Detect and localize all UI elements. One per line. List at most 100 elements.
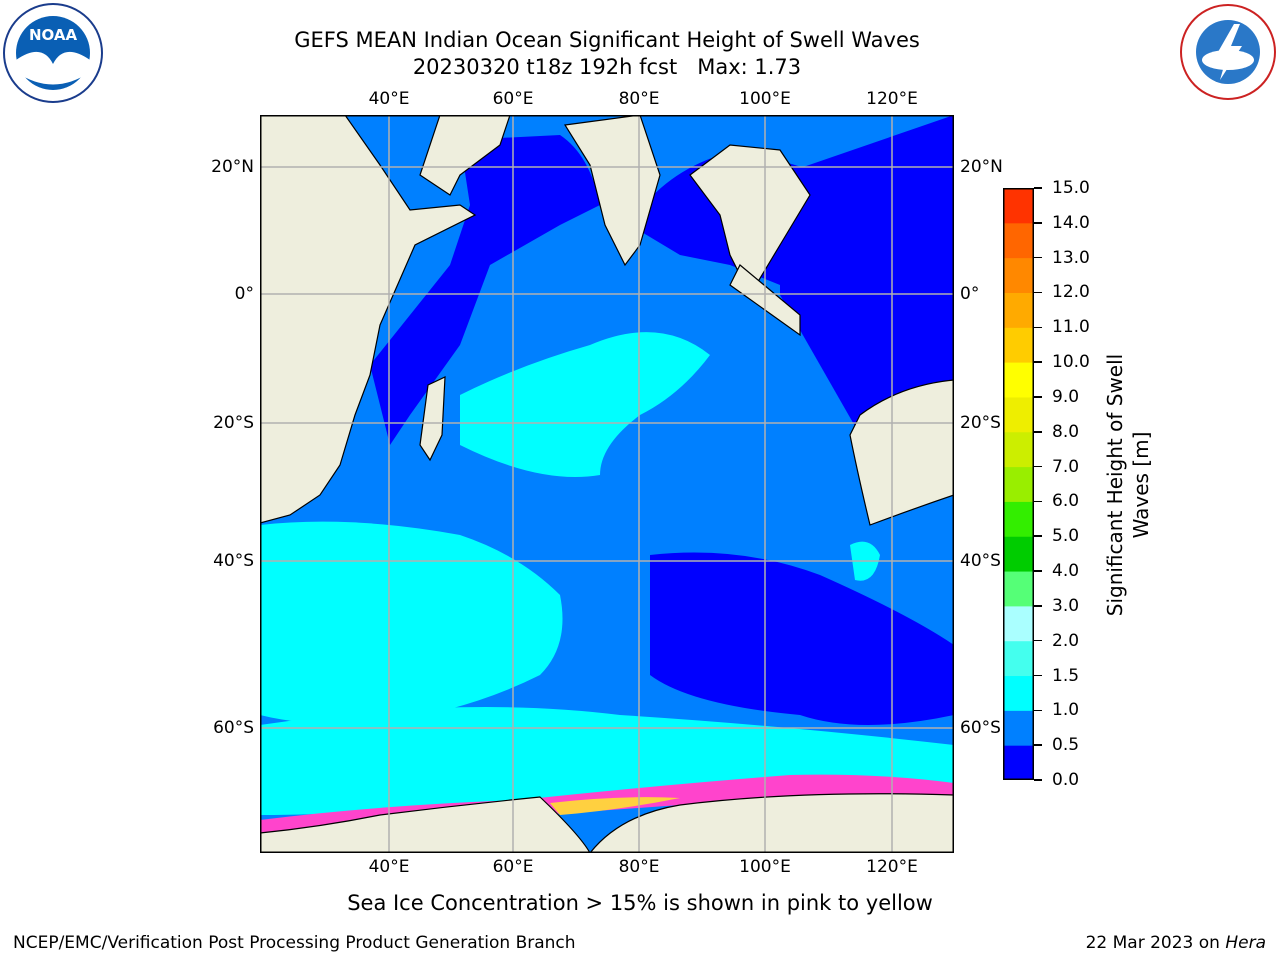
footer-date: 22 Mar 2023 on: [1085, 933, 1226, 953]
lon-tick-bottom: 60°E: [492, 857, 534, 877]
sea-ice-yellow: [550, 797, 680, 815]
lon-tick-top: 100°E: [739, 89, 791, 109]
sea-ice-note: Sea Ice Concentration > 15% is shown in …: [347, 891, 933, 915]
colorbar-tick-mark: [1034, 674, 1042, 677]
lon-tick-top: 120°E: [866, 89, 918, 109]
gridlines: [260, 115, 954, 853]
arabian-sea-dark: [370, 135, 600, 445]
chart-title: GEFS MEAN Indian Ocean Significant Heigh…: [294, 28, 920, 52]
colorbar-tick-label: 2.0: [1052, 630, 1080, 651]
colorbar-tick-label: 12.0: [1052, 282, 1090, 303]
lon-tick-top: 80°E: [618, 89, 660, 109]
colorbar-tick-mark: [1034, 639, 1042, 642]
colorbar-tick-mark: [1034, 535, 1042, 537]
colorbar-tick-mark: [1034, 256, 1042, 259]
colorbar-segment: [1003, 188, 1034, 224]
colorbar-segment: [1003, 501, 1034, 537]
colorbar-tick-label: 9.0: [1052, 386, 1080, 407]
colorbar-tick-label: 1.5: [1052, 665, 1080, 686]
lat-tick-right: 0°: [960, 284, 980, 304]
lat-tick-left: 0°: [234, 284, 254, 304]
colorbar-tick-label: 15.0: [1052, 178, 1090, 198]
colorbar-segment: [1003, 745, 1034, 780]
colorbar-tick-mark: [1034, 431, 1042, 433]
colorbar-tick-mark: [1034, 361, 1042, 363]
lat-tick-right: 60°S: [960, 718, 1001, 738]
lat-tick-left: 40°S: [213, 551, 254, 571]
colorbar-tick-mark: [1034, 744, 1042, 746]
colorbar-tick-mark: [1034, 222, 1042, 224]
lat-tick-right: 20°S: [960, 413, 1001, 433]
lat-tick-right: 20°N: [960, 157, 1003, 177]
lat-tick-left: 20°N: [211, 157, 254, 177]
lat-tick-right: 40°S: [960, 551, 1001, 571]
colorbar-segment: [1003, 710, 1034, 746]
colorbar-tick-mark: [1034, 779, 1042, 781]
colorbar-segment: [1003, 675, 1034, 711]
madagascar-land: [419, 376, 446, 462]
colorbar-tick-mark: [1034, 326, 1042, 329]
footer-host: Hera: [1225, 933, 1266, 953]
colorbar-tick-label: 8.0: [1052, 421, 1080, 442]
lon-tick-top: 60°E: [492, 89, 534, 109]
colorbar-tick-label: 7.0: [1052, 456, 1080, 477]
lon-tick-top: 40°E: [368, 89, 410, 109]
colorbar-segment: [1003, 466, 1034, 502]
central-cyan: [460, 332, 710, 477]
colorbar: [1003, 188, 1034, 780]
arabia-land: [419, 115, 511, 196]
map-border: [260, 115, 954, 853]
colorbar-title-line1: Significant Height of Swell: [1103, 353, 1127, 617]
lat-tick-left: 60°S: [213, 718, 254, 738]
noaa-center-text: NOAA: [29, 26, 78, 44]
chart-subtitle: 20230320 t18z 192h fcst Max: 1.73: [412, 55, 802, 79]
lon-tick-bottom: 80°E: [618, 857, 660, 877]
lon-tick-bottom: 40°E: [368, 857, 410, 877]
colorbar-tick-mark: [1034, 187, 1042, 189]
south-dark-zone: [650, 552, 954, 725]
footer-left: NCEP/EMC/Verification Post Processing Pr…: [13, 933, 576, 953]
colorbar-tick-label: 14.0: [1052, 212, 1090, 233]
colorbar-tick-mark: [1034, 291, 1042, 294]
africa-land: [260, 115, 477, 524]
india-land: [563, 115, 661, 267]
colorbar-segment: [1003, 571, 1034, 607]
swell-height-map: [260, 115, 954, 853]
indonesia-dark: [780, 115, 954, 445]
australia-land: [849, 379, 954, 526]
colorbar-segment: [1003, 396, 1034, 433]
footer-right: 22 Mar 2023 on Hera: [1086, 933, 1266, 953]
lon-tick-bottom: 120°E: [866, 857, 918, 877]
lon-tick-bottom: 100°E: [739, 857, 791, 877]
antarctica-land: [260, 796, 591, 853]
colorbar-segment: [1003, 431, 1034, 468]
colorbar-tick-label: 13.0: [1052, 247, 1090, 268]
colorbar-tick-label: 0.5: [1052, 735, 1080, 756]
antarctica-land-east: [589, 793, 954, 853]
colorbar-tick-mark: [1034, 500, 1042, 503]
colorbar-tick-mark: [1034, 396, 1042, 398]
colorbar-tick-label: 4.0: [1052, 561, 1080, 582]
colorbar-tick-label: 1.0: [1052, 700, 1080, 721]
colorbar-tick-mark: [1034, 709, 1042, 712]
colorbar-tick-label: 10.0: [1052, 352, 1090, 373]
colorbar-title-line2: Waves [m]: [1129, 431, 1153, 539]
noaa-logo: NOAA: [3, 3, 103, 103]
colorbar-segment: [1003, 362, 1034, 398]
southeast-asia-land: [689, 144, 811, 297]
colorbar-segment: [1003, 327, 1034, 363]
colorbar-segment: [1003, 222, 1034, 259]
colorbar-segment: [1003, 605, 1034, 642]
nws-logo: [1180, 4, 1276, 100]
colorbar-border: [1003, 188, 1034, 780]
colorbar-tick-label: 3.0: [1052, 595, 1080, 616]
colorbar-tick-label: 11.0: [1052, 317, 1090, 338]
colorbar-tick-label: 5.0: [1052, 526, 1080, 547]
colorbar-segment: [1003, 536, 1034, 572]
colorbar-tick-mark: [1034, 570, 1042, 572]
colorbar-segment: [1003, 640, 1034, 677]
colorbar-tick-mark: [1034, 605, 1042, 607]
colorbar-tick-mark: [1034, 465, 1042, 468]
lat-tick-left: 20°S: [213, 413, 254, 433]
colorbar-tick-label: 6.0: [1052, 491, 1080, 512]
